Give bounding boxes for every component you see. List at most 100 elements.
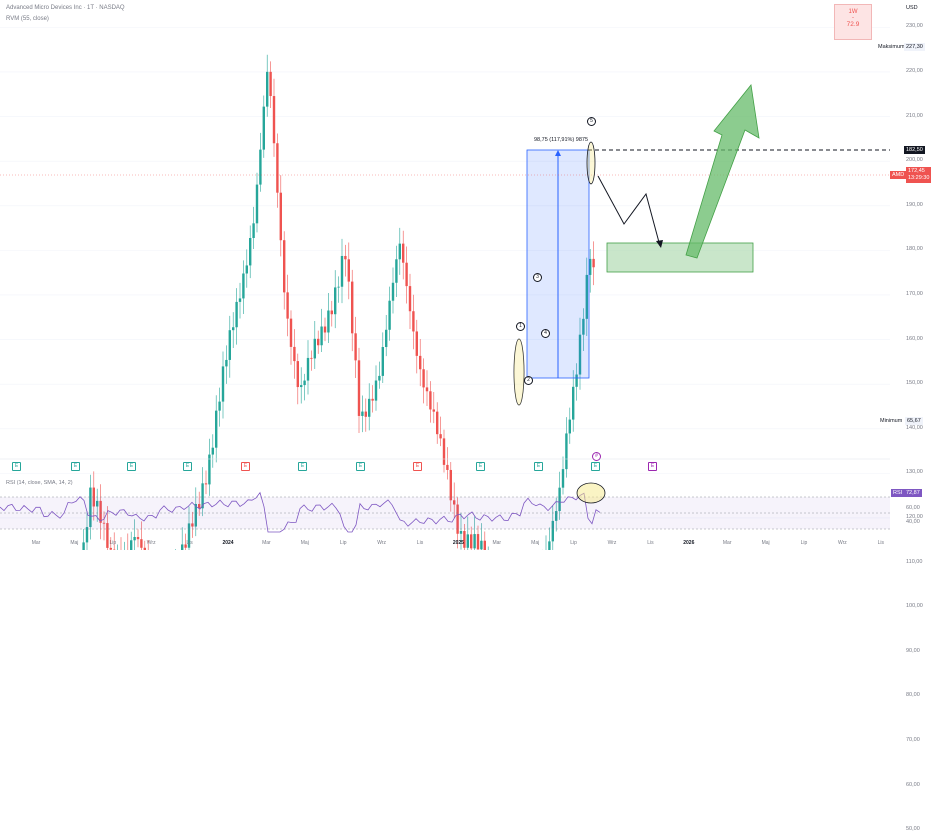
candle-body	[375, 381, 377, 401]
maximum-value: 227,30	[904, 43, 925, 51]
y-tick-label: 190,00	[906, 202, 923, 208]
earnings-marker[interactable]: E	[648, 462, 657, 471]
candle-body	[412, 311, 414, 331]
y-tick-label: 130,00	[906, 469, 923, 475]
candle-body	[572, 387, 574, 420]
y-tick-label: 230,00	[906, 23, 923, 29]
earnings-marker[interactable]: E	[71, 462, 80, 471]
candle-body	[266, 72, 268, 107]
candle-body	[229, 330, 231, 360]
widget-value: 72.9	[835, 21, 871, 28]
wave-label-5: 5	[587, 117, 596, 126]
bullish-arrow[interactable]	[686, 85, 759, 258]
x-tick-label: Maj	[70, 540, 78, 546]
candle-body	[297, 361, 299, 387]
candle-body	[242, 273, 244, 298]
y-tick-label: 70,00	[906, 737, 920, 743]
candle-body	[480, 541, 482, 550]
candle-body	[222, 366, 224, 401]
candle-body	[307, 358, 309, 381]
candle-body	[368, 399, 370, 417]
x-tick-label: Wrz	[608, 540, 617, 546]
candle-body	[286, 292, 288, 318]
rsi-title[interactable]: RSI (14, close, SMA, 14, 2)	[6, 480, 73, 486]
candle-body	[436, 412, 438, 435]
candle-body	[225, 360, 227, 366]
earnings-marker[interactable]: E	[534, 462, 543, 471]
highlight-ellipse-low-fill	[514, 339, 524, 405]
earnings-marker[interactable]: E	[241, 462, 250, 471]
price-grid	[0, 27, 890, 550]
price-ticker-tag: AMD	[890, 171, 906, 179]
timeframe-widget[interactable]: 1W - 72.9	[834, 4, 872, 40]
candle-body	[232, 327, 234, 330]
candle-body	[439, 434, 441, 438]
candle-body	[433, 409, 435, 411]
candle-body	[249, 238, 251, 265]
candle-body	[137, 537, 139, 539]
candle-body	[256, 185, 258, 224]
highlight-ellipse-high[interactable]	[587, 142, 595, 184]
candle-body	[310, 358, 312, 359]
candle-body	[473, 534, 475, 548]
candle-body	[181, 544, 183, 550]
candle-body	[429, 391, 431, 409]
candle-body	[130, 540, 132, 550]
candle-body	[110, 548, 112, 550]
chart-canvas[interactable]	[0, 0, 932, 550]
candlestick-series	[1, 55, 595, 550]
rsi-tick-40: 40,00	[906, 519, 920, 525]
candle-body	[212, 448, 214, 455]
candle-body	[133, 537, 135, 540]
candle-body	[82, 542, 84, 550]
earnings-marker[interactable]: E	[356, 462, 365, 471]
wave-label-3: 3	[533, 273, 542, 282]
candle-body	[348, 259, 350, 281]
earnings-marker[interactable]: E	[298, 462, 307, 471]
x-tick-label: Mar	[723, 540, 732, 546]
x-tick-label: Lis	[647, 540, 653, 546]
y-tick-label: 80,00	[906, 692, 920, 698]
projection-path[interactable]	[598, 176, 660, 246]
y-tick-label: 220,00	[906, 68, 923, 74]
maximum-label: Maksimum	[876, 43, 907, 51]
candle-body	[399, 244, 401, 260]
earnings-marker[interactable]: E	[413, 462, 422, 471]
target-zone[interactable]	[607, 243, 753, 272]
currency-label: USD	[906, 5, 918, 11]
candle-body	[378, 376, 380, 381]
candle-body	[337, 287, 339, 288]
dividend-marker[interactable]: #	[592, 452, 601, 461]
candle-body	[460, 531, 462, 534]
earnings-marker[interactable]: E	[183, 462, 192, 471]
x-tick-label: Maj	[531, 540, 539, 546]
candle-body	[314, 339, 316, 359]
earnings-marker[interactable]: E	[12, 462, 21, 471]
earnings-marker[interactable]: E	[127, 462, 136, 471]
y-tick-label: 150,00	[906, 380, 923, 386]
level-tag: 182,50	[904, 146, 925, 154]
rsi-tag: RSI	[891, 489, 904, 497]
x-tick-label: Maj	[762, 540, 770, 546]
candle-body	[331, 311, 333, 315]
x-tick-label: Wrz	[377, 540, 386, 546]
candle-body	[300, 385, 302, 387]
earnings-marker[interactable]: E	[476, 462, 485, 471]
candle-body	[327, 311, 329, 333]
x-tick-label: Mar	[492, 540, 501, 546]
candle-body	[246, 265, 248, 273]
candle-body	[450, 470, 452, 500]
candle-body	[416, 331, 418, 355]
candle-body	[477, 534, 479, 549]
y-tick-label: 100,00	[906, 603, 923, 609]
candle-body	[354, 333, 356, 360]
earnings-marker[interactable]: E	[591, 462, 600, 471]
candle-body	[324, 327, 326, 333]
candle-body	[334, 287, 336, 314]
wave-label-2: 2	[524, 376, 533, 385]
measure-label: 98,75 (117,91%) 9875	[534, 137, 588, 143]
candle-body	[562, 469, 564, 488]
y-tick-label: 50,00	[906, 826, 920, 832]
y-tick-label: 110,00	[906, 559, 922, 565]
rsi-highlight-ellipse[interactable]	[577, 483, 605, 503]
